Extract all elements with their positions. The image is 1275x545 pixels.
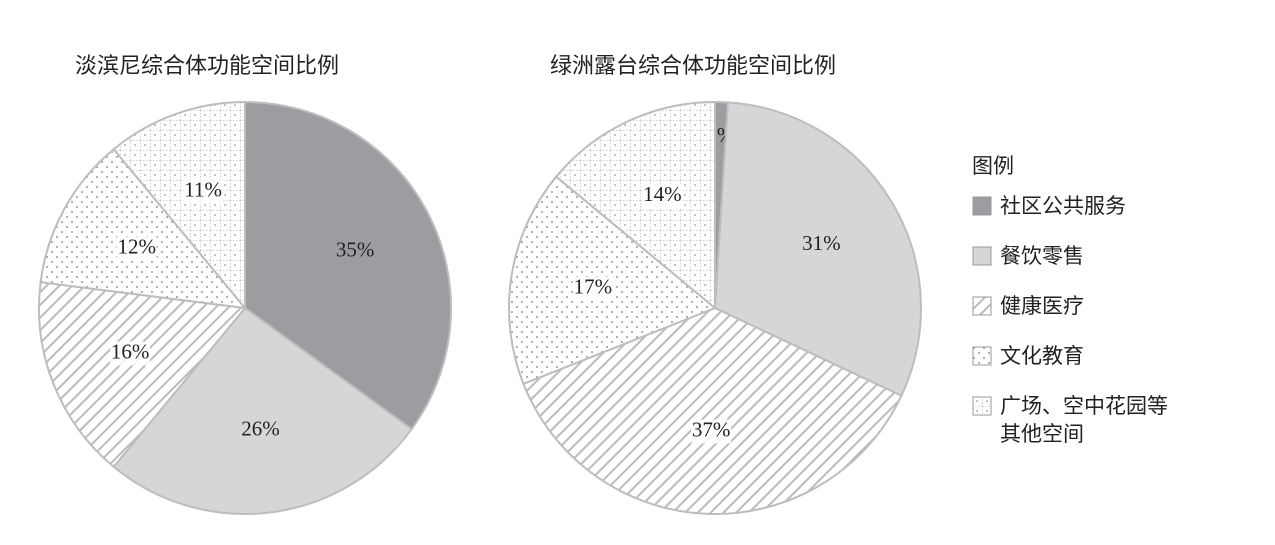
legend-label: 餐饮零售 bbox=[1000, 244, 1084, 268]
legend-label: 广场、空中花园等其他空间 bbox=[1000, 394, 1168, 446]
label-bg bbox=[116, 236, 157, 261]
pie-slice bbox=[112, 306, 414, 515]
legend-title: 图例 bbox=[972, 154, 1014, 178]
pie-slice bbox=[112, 100, 246, 311]
swatch-fill bbox=[972, 296, 992, 316]
pie-slice bbox=[522, 306, 903, 515]
legend-swatch bbox=[972, 396, 992, 416]
label-bg bbox=[183, 179, 224, 204]
legend-item: 文化教育 bbox=[972, 342, 1212, 370]
legend-item: 健康医疗 bbox=[972, 292, 1212, 320]
swatch-fill bbox=[972, 396, 992, 416]
pie-slice bbox=[39, 147, 248, 310]
chart-title: 绿洲露台综合体功能空间比例 bbox=[550, 54, 836, 79]
legend: 图例 社区公共服务 餐饮零售健康医疗文化教育广场、空中花园等其他空间 bbox=[972, 150, 1212, 470]
pies: 淡滨尼综合体功能空间比例 35% 26% 16% 12% 11% 绿洲露台综合体功能空间比例… bbox=[38, 54, 922, 515]
legend-item: 社区公共服务 bbox=[972, 192, 1212, 220]
value-label: 31% bbox=[802, 231, 841, 255]
label-bg bbox=[572, 276, 613, 301]
value-label: 14% bbox=[643, 182, 682, 206]
value-label: 26% bbox=[241, 416, 280, 440]
legend-label: 文化教育 bbox=[1000, 344, 1084, 368]
pie-slice bbox=[713, 101, 922, 398]
pie-slice bbox=[554, 100, 716, 311]
legend-swatch bbox=[972, 196, 992, 216]
legend-swatch bbox=[972, 246, 992, 266]
chart-title: 淡滨尼综合体功能空间比例 bbox=[75, 54, 339, 79]
swatch-fill bbox=[972, 196, 992, 216]
legend-label: 健康医疗 bbox=[1000, 294, 1084, 318]
value-label: 37% bbox=[692, 417, 731, 441]
value-label: 17% bbox=[574, 274, 613, 298]
pie-slice bbox=[38, 281, 247, 469]
swatch-fill bbox=[972, 246, 992, 266]
value-label: 12% bbox=[117, 234, 156, 258]
label-bg bbox=[642, 184, 683, 209]
legend-swatch bbox=[972, 296, 992, 316]
value-label: 16% bbox=[111, 339, 150, 363]
legend-swatch bbox=[972, 346, 992, 366]
label-bg bbox=[110, 341, 151, 366]
legend-item: 广场、空中花园等其他空间 bbox=[972, 392, 1212, 448]
legend-item: 餐饮零售 bbox=[972, 242, 1212, 270]
swatch-fill bbox=[972, 346, 992, 366]
value-label: 11% bbox=[184, 178, 222, 202]
value-label: 35% bbox=[336, 238, 375, 262]
label-bg bbox=[691, 419, 732, 444]
pie-slice bbox=[244, 100, 452, 431]
legend-label: 社区公共服务 bbox=[1000, 194, 1126, 218]
